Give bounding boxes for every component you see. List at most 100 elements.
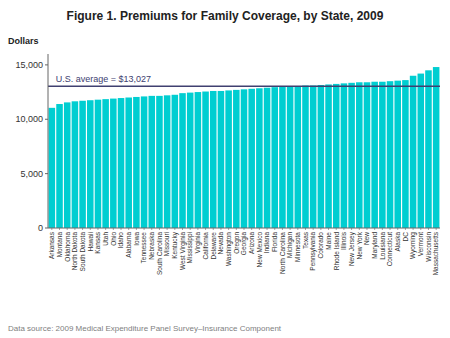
average-line <box>48 86 440 88</box>
bar <box>56 104 63 228</box>
x-tick <box>290 228 291 230</box>
x-tick-label: Massachusetts <box>432 231 439 275</box>
y-tick-label: 15,000 <box>15 60 43 70</box>
bar <box>433 67 440 228</box>
x-tick <box>244 228 245 230</box>
x-tick <box>136 228 137 230</box>
y-tick-label: 0 <box>38 223 43 233</box>
bar <box>302 86 309 228</box>
bar <box>425 70 432 228</box>
x-tick <box>197 228 198 230</box>
x-tick-label: Minnesota <box>294 232 301 262</box>
x-tick-label: Missouri <box>163 232 170 256</box>
x-tick <box>436 228 437 230</box>
bar <box>295 86 302 228</box>
bar <box>210 91 217 228</box>
x-tick <box>343 228 344 230</box>
x-tick <box>190 228 191 230</box>
x-tick-label: Illinois <box>340 231 347 250</box>
x-tick-label: Kansas <box>94 231 101 253</box>
x-tick <box>359 228 360 230</box>
bar <box>402 80 409 228</box>
x-tick-label: Iowa <box>133 232 140 246</box>
bar <box>195 92 202 228</box>
x-tick-label: Louisiana <box>379 232 386 260</box>
bar <box>333 84 340 228</box>
x-tick <box>228 228 229 230</box>
x-tick-label: Arkansas <box>48 231 55 259</box>
x-tick <box>128 228 129 230</box>
x-tick <box>366 228 367 230</box>
x-tick-label: Hawaii <box>87 232 94 252</box>
bar <box>371 82 378 228</box>
x-tick <box>144 228 145 230</box>
x-tick-label: Nebraska <box>148 232 155 260</box>
x-tick <box>113 228 114 230</box>
x-tick <box>397 228 398 230</box>
x-tick-label: Ohio <box>110 232 117 246</box>
bar <box>133 97 140 228</box>
bar <box>410 76 417 228</box>
bar <box>102 99 109 228</box>
x-tick-label: Maine <box>325 232 332 250</box>
x-tick-label: Alabama <box>125 232 132 258</box>
bar <box>271 87 278 228</box>
y-axis <box>48 54 49 228</box>
bars <box>49 67 440 228</box>
x-tick <box>90 228 91 230</box>
x-tick-label: North Carolina <box>279 232 286 274</box>
bar <box>118 98 125 228</box>
x-tick <box>428 228 429 230</box>
x-tick <box>174 228 175 230</box>
x-tick-label: South Dakota <box>79 232 86 272</box>
x-tick <box>251 228 252 230</box>
bar <box>356 82 363 228</box>
x-tick-label: Colorado <box>317 232 324 259</box>
x-tick-label: Indiana <box>263 232 270 254</box>
bar <box>141 96 148 228</box>
x-tick <box>167 228 168 230</box>
bar <box>218 91 225 228</box>
bar <box>364 82 371 228</box>
average-label: U.S. average = $13,027 <box>56 74 151 84</box>
y-axis-label: Dollars <box>8 36 39 46</box>
bar <box>310 86 317 228</box>
x-tick-label: Wisconsin <box>425 232 432 262</box>
x-tick <box>151 228 152 230</box>
bar <box>49 108 56 228</box>
x-tick <box>220 228 221 230</box>
bar <box>110 99 117 228</box>
bar <box>156 96 163 228</box>
x-tick <box>405 228 406 230</box>
x-tick <box>320 228 321 230</box>
bar <box>379 82 386 228</box>
x-tick <box>336 228 337 230</box>
x-tick-label: Tennessee <box>140 232 147 264</box>
bar <box>64 102 71 228</box>
x-tick-label: Oklahoma <box>64 232 71 262</box>
x-tick <box>236 228 237 230</box>
bar <box>79 101 86 228</box>
x-tick <box>282 228 283 230</box>
bar <box>279 87 286 228</box>
x-tick-label: California <box>202 232 209 260</box>
bar <box>264 88 271 228</box>
bar <box>179 93 186 228</box>
x-tick-label: South Carolina <box>156 232 163 275</box>
x-tick <box>182 228 183 230</box>
x-tick <box>213 228 214 230</box>
x-tick-label: Connecticut <box>386 232 393 267</box>
x-tick <box>297 228 298 230</box>
x-tick <box>82 228 83 230</box>
x-tick <box>121 228 122 230</box>
title: Figure 1. Premiums for Family Coverage, … <box>67 9 384 23</box>
x-tick-label: North Dakota <box>71 232 78 271</box>
bar <box>125 98 132 229</box>
x-tick <box>420 228 421 230</box>
source-note: Data source: 2009 Medical Expenditure Pa… <box>8 324 282 333</box>
bar <box>394 81 401 228</box>
bar <box>387 81 394 228</box>
bar <box>87 100 94 228</box>
bar <box>187 93 194 228</box>
x-tick-label: Montana <box>56 232 63 258</box>
